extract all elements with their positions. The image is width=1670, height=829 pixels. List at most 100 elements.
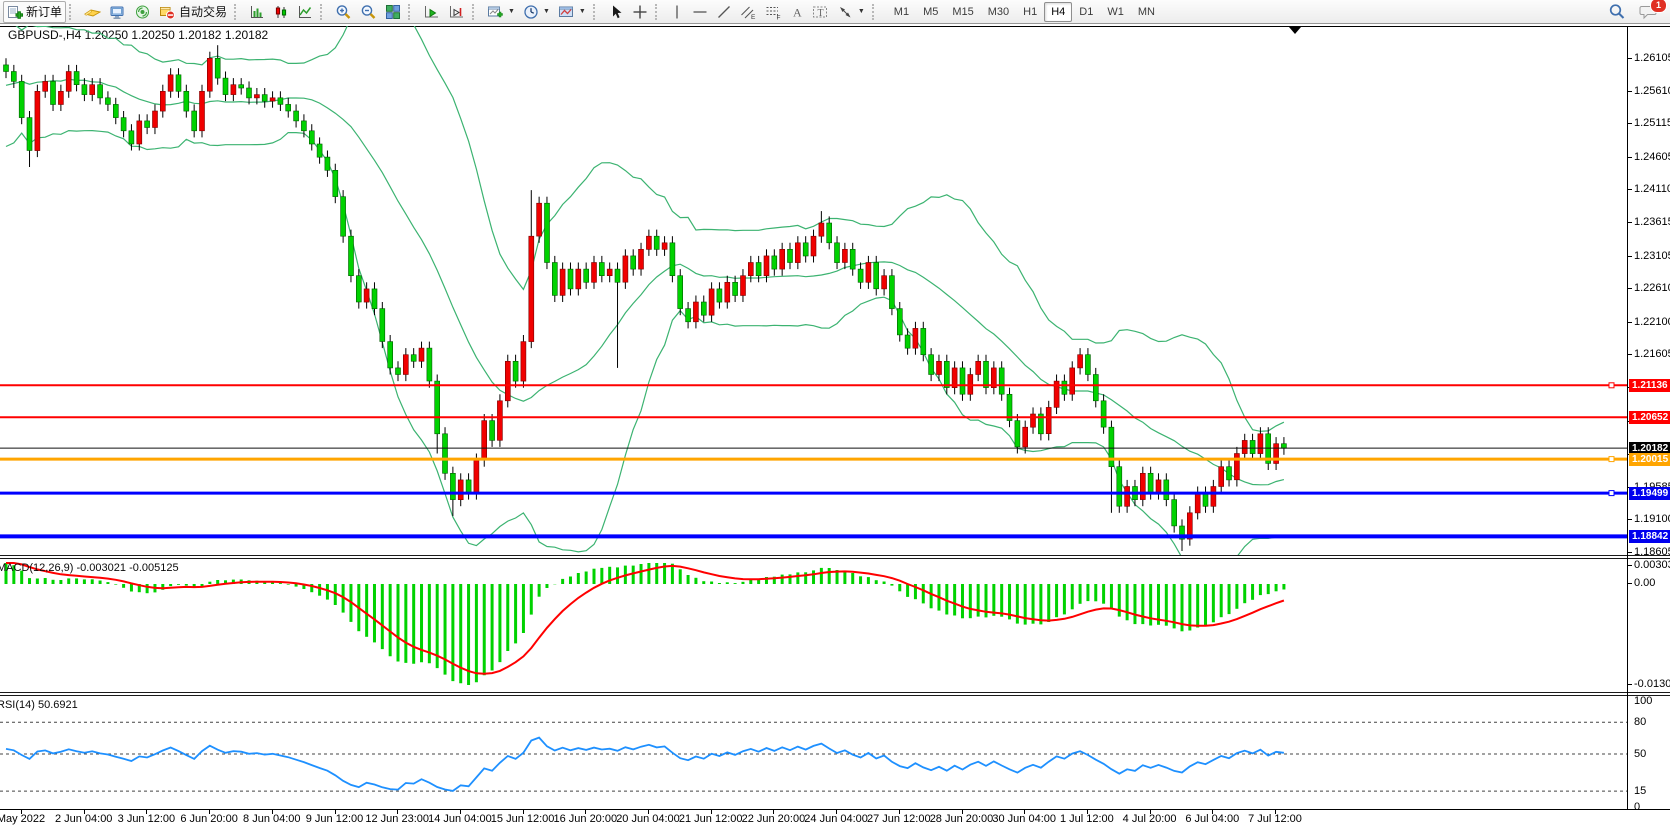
candle [97, 84, 103, 99]
toolbar-grip[interactable] [69, 3, 75, 20]
webcast-button[interactable] [130, 1, 155, 23]
zoom-in-button[interactable] [331, 1, 356, 23]
zoom-out-button[interactable] [356, 1, 381, 23]
candle [810, 235, 817, 257]
candle [598, 262, 605, 276]
candle [936, 360, 942, 375]
candle [395, 367, 401, 375]
auto-trading-button[interactable]: 自动交易 [155, 1, 231, 23]
gold-button[interactable] [80, 1, 105, 23]
crosshair-button[interactable] [628, 1, 652, 23]
price-badge[interactable]: 1.19499 [1629, 486, 1670, 500]
panel-splitter[interactable] [0, 555, 1670, 559]
toolbar-grip[interactable] [871, 3, 878, 20]
line-chart-button[interactable] [293, 1, 317, 23]
timeframe-D1[interactable]: D1 [1079, 5, 1094, 18]
chart-shift-marker[interactable] [1289, 27, 1301, 34]
candle [426, 347, 433, 382]
notifications-button[interactable]: 1 [1634, 0, 1667, 23]
price-badge[interactable]: 1.18842 [1629, 529, 1670, 543]
candle [418, 347, 425, 362]
tile-windows-button[interactable] [381, 1, 405, 23]
timeframe-MN[interactable]: MN [1137, 5, 1155, 18]
timeframe-W1[interactable]: W1 [1107, 5, 1124, 18]
price-chart-canvas[interactable] [0, 26, 1627, 555]
candle [58, 91, 64, 105]
text-label-button[interactable]: T [808, 1, 833, 23]
candle [222, 77, 229, 95]
candle [622, 255, 629, 283]
candle [113, 104, 119, 118]
candlestick-chart-button[interactable] [269, 1, 293, 23]
time-tick [271, 810, 273, 814]
candle [849, 249, 856, 270]
fibonacci-button[interactable]: F [761, 1, 786, 23]
rsi-panel-canvas[interactable] [0, 696, 1627, 809]
bollinger-band-line[interactable] [6, 26, 1285, 432]
text-button[interactable]: A [786, 1, 808, 23]
timeframe-bar: M1 M5 M15 M30 H1 H4 D1 W1 MN [887, 1, 1162, 22]
toolbar-grip[interactable] [472, 3, 478, 20]
svg-text:A: A [793, 5, 802, 19]
timeframe-M15[interactable]: M15 [952, 5, 974, 18]
time-tick [1275, 810, 1276, 814]
bollinger-band-line[interactable] [5, 78, 1285, 486]
toolbar-grip[interactable] [320, 3, 326, 20]
toolbar-grip[interactable] [234, 3, 240, 20]
bollinger-band-line[interactable] [5, 129, 1284, 555]
candle [1147, 472, 1154, 494]
horizontal-line-button[interactable] [688, 1, 712, 23]
line-drag-handle[interactable] [1608, 456, 1615, 463]
candle [144, 120, 150, 128]
line-drag-handle[interactable] [1608, 490, 1615, 497]
timeframe-M5[interactable]: M5 [923, 5, 939, 18]
rsi-axis-label: 50 [1634, 748, 1647, 760]
cursor-button[interactable] [604, 1, 628, 23]
horizontal-line-icon [692, 4, 708, 20]
price-badge[interactable]: 1.20182 [1629, 441, 1670, 455]
candle [1249, 440, 1256, 454]
arrows-button[interactable]: ▼ [833, 1, 869, 23]
rsi-axis-label: 15 [1634, 785, 1647, 798]
time-axis-label: 22 Jun 20:00 [741, 813, 806, 825]
timeframe-H1[interactable]: H1 [1023, 5, 1038, 18]
trendline-icon [716, 4, 732, 20]
candle [928, 354, 934, 375]
candle [520, 341, 527, 382]
terminal-button[interactable] [105, 1, 130, 23]
templates-button[interactable]: ▼ [554, 1, 590, 23]
candle [457, 479, 464, 500]
candle [1179, 525, 1185, 540]
candle [606, 268, 613, 277]
timeframe-M1[interactable]: M1 [893, 5, 910, 18]
chart-window[interactable]: GBPUSD-,H4 1.20250 1.20250 1.20182 1.201… [0, 24, 1670, 829]
toolbar-grip[interactable] [654, 3, 661, 20]
search-button[interactable] [1604, 1, 1630, 23]
line-drag-handle[interactable] [1608, 382, 1615, 389]
timeframe-H4[interactable]: H4 [1044, 1, 1073, 22]
chart-shift-button[interactable] [444, 1, 469, 23]
price-badge[interactable]: 1.20652 [1629, 410, 1670, 424]
zoom-out-icon [360, 4, 377, 20]
bar-chart-button[interactable] [245, 1, 269, 23]
new-order-button[interactable]: 新订单 [3, 0, 67, 23]
periods-button[interactable]: ▼ [519, 1, 554, 23]
candle [1187, 512, 1193, 540]
new-chart-button[interactable]: ▼ [483, 1, 519, 23]
price-badge[interactable]: 1.20015 [1629, 452, 1670, 466]
vertical-line-button[interactable] [666, 1, 688, 23]
notification-badge: 1 [1650, 0, 1667, 13]
price-badge[interactable]: 1.21136 [1629, 378, 1670, 392]
equidistant-channel-button[interactable]: E [736, 1, 761, 23]
toolbar-grip[interactable] [592, 3, 599, 20]
price-tick [1627, 255, 1632, 257]
auto-scroll-button[interactable] [419, 1, 444, 23]
time-axis-label: 16 Jun 20:00 [553, 813, 618, 825]
chart-top-border [0, 26, 1670, 27]
timeframe-M30[interactable]: M30 [987, 5, 1010, 18]
trendline-button[interactable] [712, 1, 736, 23]
panel-splitter[interactable] [0, 692, 1670, 696]
candle [1124, 486, 1130, 507]
macd-panel-canvas[interactable] [0, 559, 1627, 692]
toolbar-grip[interactable] [408, 3, 414, 20]
